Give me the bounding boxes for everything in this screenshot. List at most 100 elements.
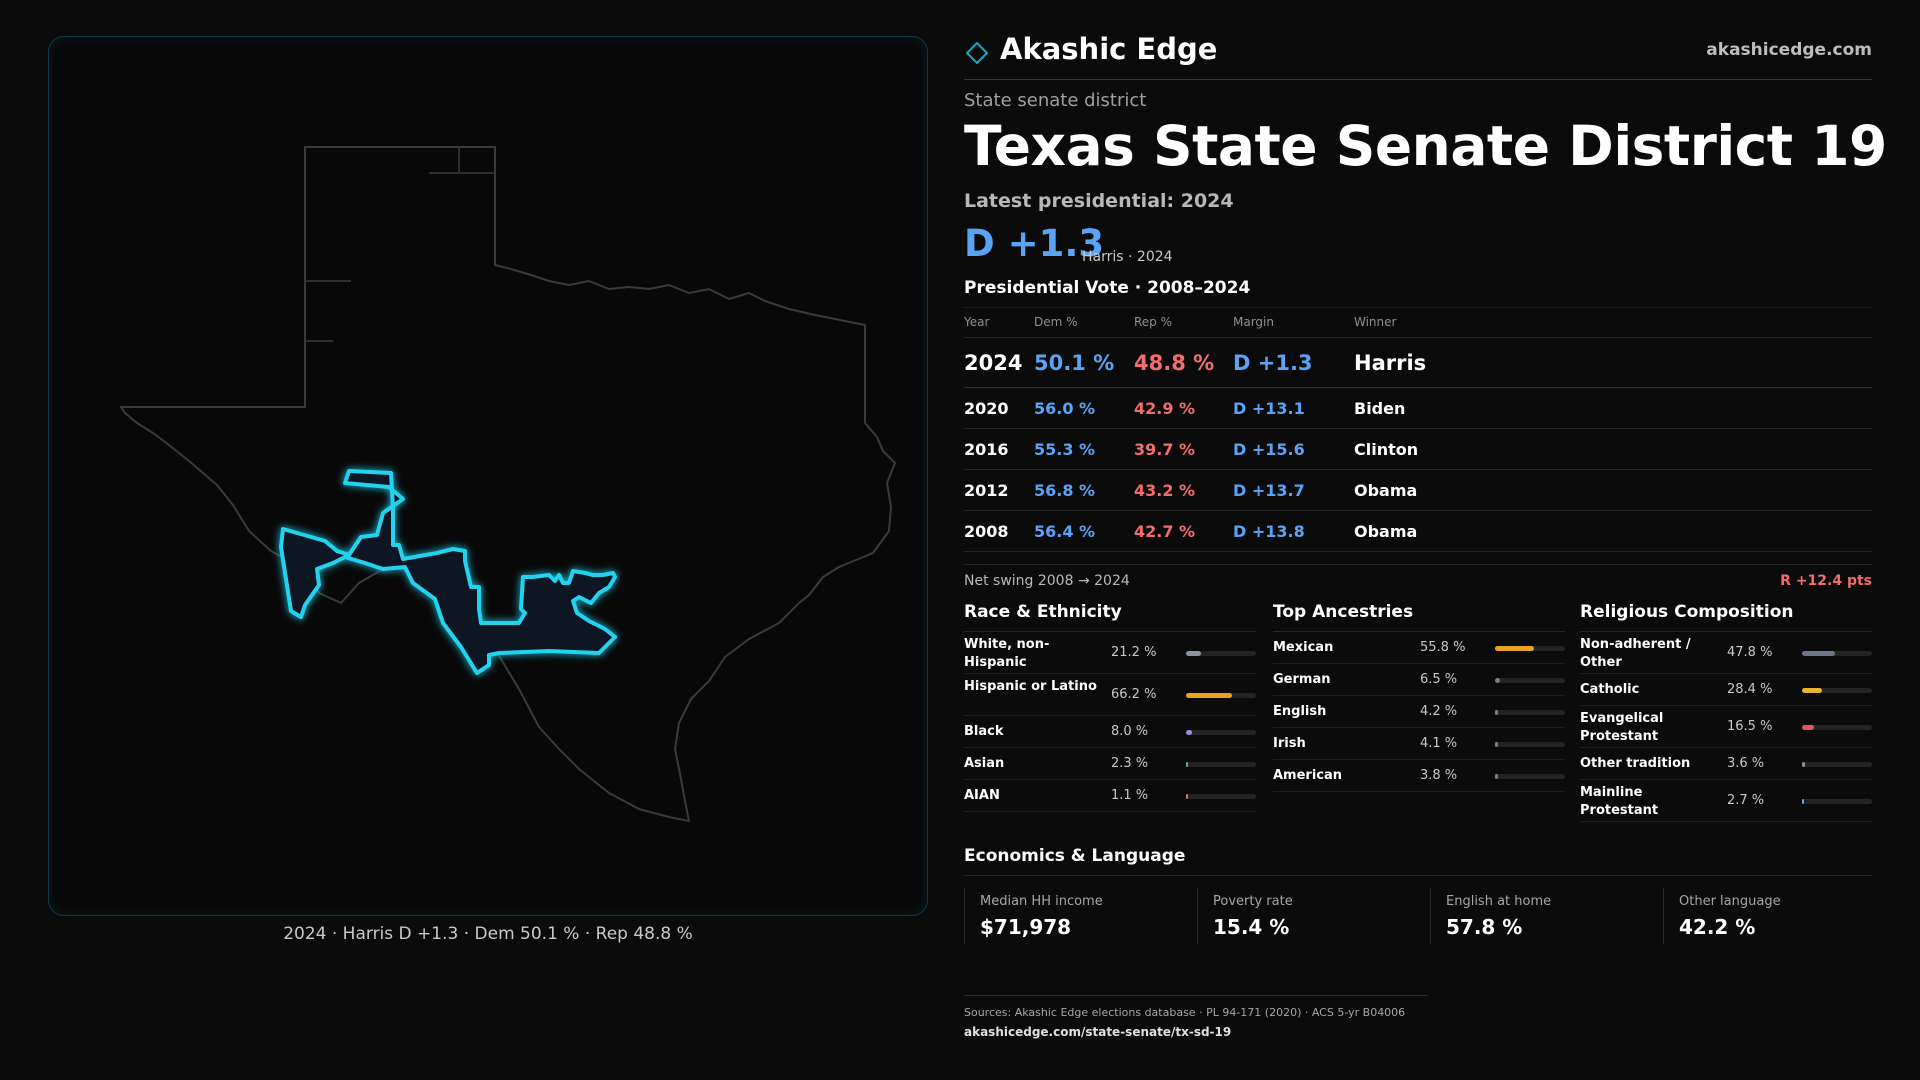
stat-label: Other language [1679,894,1781,909]
winner-cell: Biden [1354,399,1406,418]
margin-cell: D +13.1 [1233,399,1305,418]
share-bar-fill [1186,693,1232,698]
item-label: Black [964,724,1004,739]
share-bar [1186,693,1256,698]
religion-section: Religious Composition Non-adherent / Oth… [1580,602,1872,822]
list-item: Mainline Protestant 2.7 % [1580,780,1872,822]
table-row: 2008 56.4 % 42.7 % D +13.8 Obama [964,511,1872,552]
margin-cell: D +15.6 [1233,440,1305,459]
share-bar-fill [1186,762,1188,767]
list-item: Mexican 55.8 % [1273,632,1565,664]
share-bar [1802,688,1872,693]
brand-url[interactable]: akashicedge.com [1706,40,1872,60]
stat-value: 57.8 % [1446,915,1523,939]
share-bar-fill [1802,799,1804,804]
share-bar [1495,710,1565,715]
item-label: German [1273,672,1331,687]
table-header: Year Dem % Rep % Margin Winner [964,308,1872,338]
year-cell: 2012 [964,481,1009,500]
item-label: Asian [964,756,1005,771]
margin-cell: D +13.8 [1233,522,1305,541]
list-item: Black 8.0 % [964,716,1256,748]
share-bar-fill [1495,678,1500,683]
share-bar-fill [1186,651,1201,656]
stat-value: 42.2 % [1679,915,1756,939]
share-bar-fill [1802,688,1822,693]
rep-cell: 43.2 % [1134,481,1196,500]
brand-name: Akashic Edge [1000,32,1218,66]
texas-map [120,146,896,822]
district-map [48,36,928,916]
stat-label: English at home [1446,894,1552,909]
share-bar-fill [1186,730,1192,735]
item-value: 2.3 % [1111,756,1149,771]
rep-cell: 42.9 % [1134,399,1196,418]
share-bar-fill [1802,651,1835,656]
sources: Sources: Akashic Edge elections database… [964,1006,1406,1019]
item-label: AIAN [964,788,1000,803]
section-title: Top Ancestries [1273,602,1565,632]
presidential-vote-title: Presidential Vote · 2008–2024 [964,278,1251,298]
texas-panhandle-lines [305,147,495,342]
column-header: Winner [1354,315,1397,329]
race-list: White, non-Hispanic 21.2 % Hispanic or Lat… [964,632,1256,812]
list-item: White, non-Hispanic 21.2 % [964,632,1256,674]
share-bar [1802,762,1872,767]
share-bar [1186,651,1256,656]
margin-cell: D +1.3 [1233,351,1313,375]
list-item: AIAN 1.1 % [964,780,1256,812]
econ-stat: Other language 42.2 % [1663,888,1873,944]
ancestry-list: Mexican 55.8 % German 6.5 % English 4.2 % Iris… [1273,632,1565,792]
dem-cell: 56.4 % [1034,522,1096,541]
list-item: English 4.2 % [1273,696,1565,728]
item-label: Hispanic or Latino [964,679,1097,694]
econ-stat: Median HH income $71,978 [964,888,1174,944]
rep-cell: 39.7 % [1134,440,1196,459]
item-label: Mainline Protestant [1580,785,1659,818]
winner-cell: Harris [1354,351,1427,375]
diamond-icon [966,42,988,64]
column-header: Year [964,315,990,329]
item-label: American [1273,768,1343,783]
item-value: 2.7 % [1727,793,1765,808]
item-value: 4.2 % [1420,704,1458,719]
item-label: Catholic [1580,682,1640,697]
latest-presidential-label: Latest presidential: 2024 [964,190,1234,212]
district-19-boundary [279,469,617,675]
share-bar-fill [1495,646,1534,651]
district-type: State senate district [964,90,1147,111]
race-ethnicity-section: Race & Ethnicity White, non-Hispanic 21.2… [964,602,1256,812]
page-title: Texas State Senate District 19 [964,114,1887,178]
margin-cell: D +13.7 [1233,481,1305,500]
year-cell: 2008 [964,522,1009,541]
item-label: White, non-Hispanic [964,637,1050,670]
table-row: 2016 55.3 % 39.7 % D +15.6 Clinton [964,429,1872,470]
page-link[interactable]: akashicedge.com/state-senate/tx-sd-19 [964,1025,1232,1039]
winner-cell: Obama [1354,481,1418,500]
item-value: 3.6 % [1727,756,1765,771]
item-value: 55.8 % [1420,640,1466,655]
item-value: 6.5 % [1420,672,1458,687]
list-item: Asian 2.3 % [964,748,1256,780]
column-header: Rep % [1134,315,1173,329]
share-bar [1495,678,1565,683]
share-bar [1802,651,1872,656]
list-item: German 6.5 % [1273,664,1565,696]
item-value: 21.2 % [1111,645,1157,660]
info-panel: Akashic Edge akashicedge.com State senat… [964,0,1887,1080]
list-item: Other tradition 3.6 % [1580,748,1872,780]
item-value: 28.4 % [1727,682,1773,697]
share-bar-fill [1186,794,1188,799]
column-header: Margin [1233,315,1274,329]
share-bar [1186,730,1256,735]
item-label: Non-adherent / Other [1580,637,1691,670]
religion-list: Non-adherent / Other 47.8 % Catholic 28.4 %… [1580,632,1872,822]
item-label: Irish [1273,736,1306,751]
list-item: Irish 4.1 % [1273,728,1565,760]
item-value: 3.8 % [1420,768,1458,783]
winner-cell: Obama [1354,522,1418,541]
rep-cell: 42.7 % [1134,522,1196,541]
dem-cell: 55.3 % [1034,440,1096,459]
brand-header: Akashic Edge akashicedge.com [964,30,1872,80]
map-caption: 2024 · Harris D +1.3 · Dem 50.1 % · Rep … [283,924,693,944]
